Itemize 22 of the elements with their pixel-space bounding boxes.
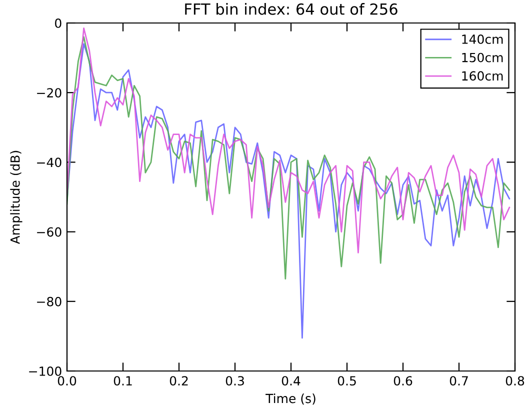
x-tick-label: 0.5 [338,376,356,386]
x-tick-label: 0.1 [114,376,132,386]
x-tick-label: 0.3 [226,376,244,386]
x-axis-title: Time (s) [266,394,316,405]
x-tick-label: 0.6 [394,376,412,386]
legend-label: 150cm [462,52,503,62]
y-tick-label: −60 [37,227,62,237]
x-tick-label: 0.0 [58,376,76,386]
y-tick-label: −100 [29,366,62,376]
y-tick-label: −20 [37,88,62,98]
y-axis-title: Amplitude (dB) [10,150,22,244]
x-tick-label: 0.4 [282,376,300,386]
y-tick-label: 0 [55,18,62,28]
y-tick-label: −80 [37,296,62,306]
line-series [67,43,510,339]
chart-title: FFT bin index: 64 out of 256 [185,3,398,15]
legend-label: 160cm [462,71,503,81]
y-tick-label: −40 [37,158,62,168]
x-tick-label: 0.2 [170,376,188,386]
x-tick-label: 0.7 [450,376,468,386]
x-tick-label: 0.8 [506,376,524,386]
legend-label: 140cm [462,34,503,44]
